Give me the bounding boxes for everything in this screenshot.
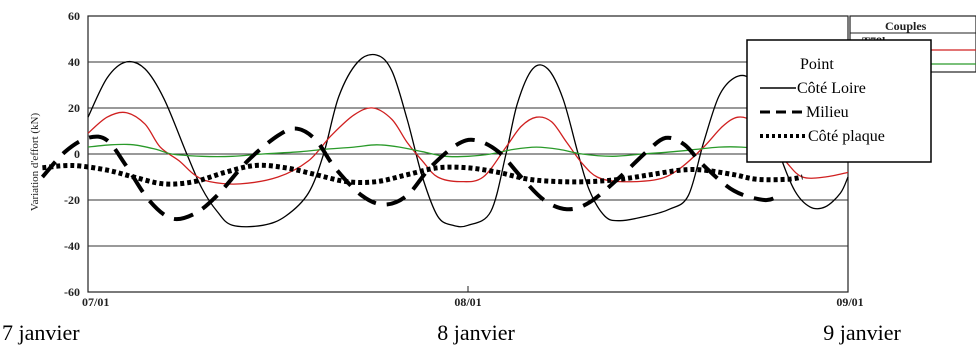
legend: Point Côté Loire Milieu Côté plaque xyxy=(746,39,932,163)
series-line-2 xyxy=(87,143,849,158)
legend-entry-cote-plaque: Côté plaque xyxy=(808,128,885,145)
y-tick-label: 60 xyxy=(68,9,80,23)
x-tick-label: 07/01 xyxy=(82,295,109,309)
series-c-t-plaque xyxy=(42,162,803,187)
series-c-t-loire xyxy=(87,53,849,228)
axis-layer: Variation d'effort (kN) -60 -40 -20 0 20 40 60… xyxy=(29,9,864,309)
grid-layer xyxy=(87,15,849,293)
date-labels: 7 janvier 8 janvier 9 janvier xyxy=(2,320,901,345)
y-tick-label: 0 xyxy=(74,147,80,161)
legend-entry-milieu: Milieu xyxy=(806,104,849,121)
y-tick-label: 40 xyxy=(68,55,80,69)
x-tick-label: 09/01 xyxy=(836,295,863,309)
y-tick-label: -20 xyxy=(64,193,80,207)
series-milieu xyxy=(40,126,781,222)
x-tick-label: 08/01 xyxy=(454,295,481,309)
date-label: 8 janvier xyxy=(437,320,515,345)
series-layer xyxy=(40,53,849,228)
y-tick-label: -60 xyxy=(64,285,80,299)
date-label: 7 janvier xyxy=(2,320,80,345)
legend-title: Point xyxy=(800,56,834,73)
legend-box xyxy=(746,39,932,163)
y-tick-label: -40 xyxy=(64,239,80,253)
legend-entry-cote-loire: Côté Loire xyxy=(797,80,866,97)
y-tick-label: 20 xyxy=(68,101,80,115)
y-axis-label: Variation d'effort (kN) xyxy=(29,113,41,212)
series-line-1 xyxy=(87,107,849,185)
date-label: 9 janvier xyxy=(823,320,901,345)
side-legend-title: Couples xyxy=(885,19,927,33)
